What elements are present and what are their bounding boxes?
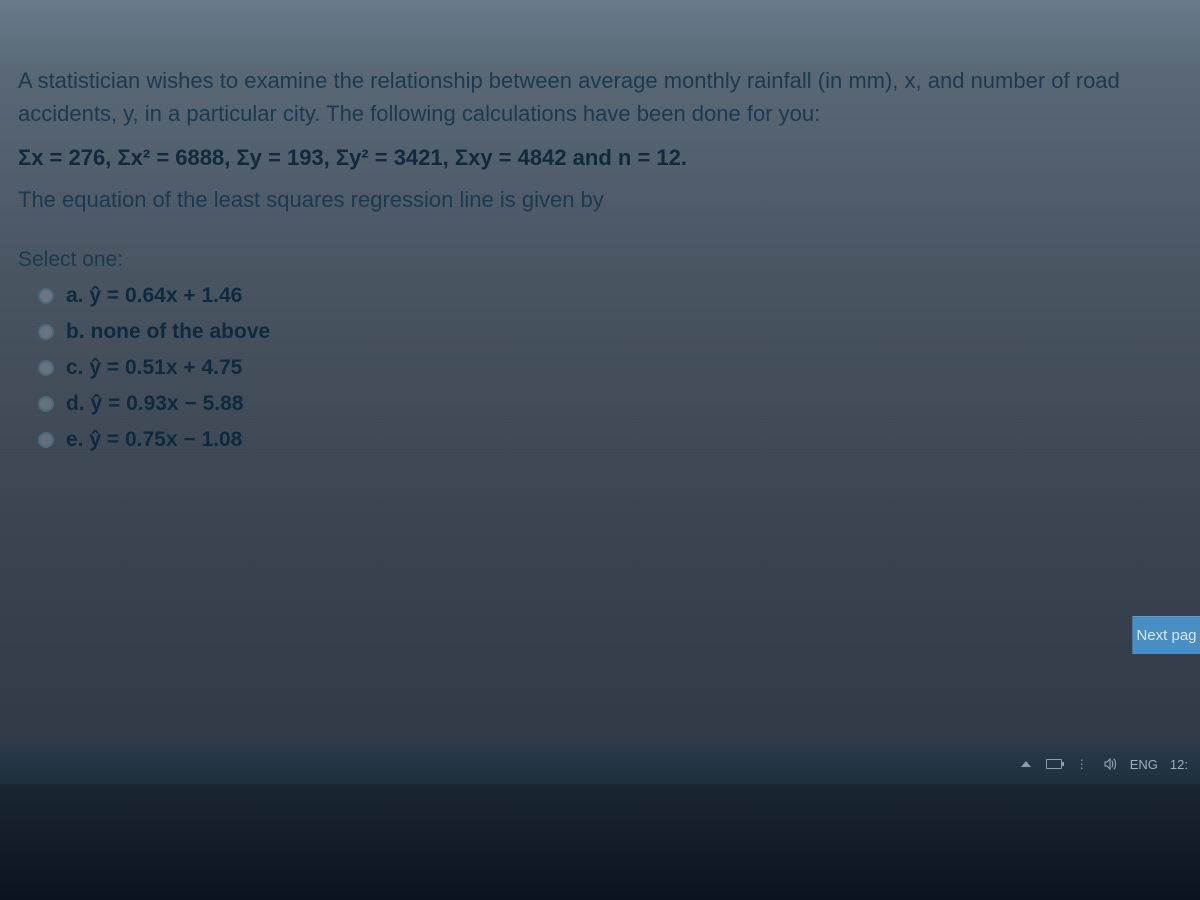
option-d-label: d. ŷ = 0.93x − 5.88: [66, 392, 243, 416]
question-panel: A statistician wishes to examine the rel…: [0, 48, 1200, 476]
taskbar: ⋮ ENG 12:: [0, 744, 1200, 784]
option-c-label: c. ŷ = 0.51x + 4.75: [66, 356, 242, 380]
radio-e[interactable]: [38, 432, 54, 448]
radio-d[interactable]: [38, 396, 54, 412]
battery-icon[interactable]: [1046, 756, 1062, 772]
select-one-label: Select one:: [18, 248, 1182, 272]
option-b-label: b. none of the above: [66, 320, 270, 344]
option-e-label: e. ŷ = 0.75x − 1.08: [66, 428, 242, 452]
question-text-1: A statistician wishes to examine the rel…: [18, 64, 1182, 130]
wifi-icon[interactable]: ⋮: [1074, 756, 1090, 772]
option-a-label: a. ŷ = 0.64x + 1.46: [66, 284, 242, 308]
option-c[interactable]: c. ŷ = 0.51x + 4.75: [18, 356, 1182, 380]
tray-chevron-icon[interactable]: [1018, 756, 1034, 772]
next-page-label: Next pag: [1136, 627, 1196, 644]
speaker-icon[interactable]: [1102, 756, 1118, 772]
taskbar-lang[interactable]: ENG: [1130, 757, 1158, 772]
radio-a[interactable]: [38, 288, 54, 304]
formula-line: Σx = 276, Σx² = 6888, Σy = 193, Σy² = 34…: [18, 140, 1182, 175]
next-page-button[interactable]: Next pag: [1132, 616, 1200, 654]
question-text-2: The equation of the least squares regres…: [18, 183, 1182, 216]
bottom-fade: [0, 784, 1200, 900]
option-d[interactable]: d. ŷ = 0.93x − 5.88: [18, 392, 1182, 416]
radio-c[interactable]: [38, 360, 54, 376]
radio-b[interactable]: [38, 324, 54, 340]
option-b[interactable]: b. none of the above: [18, 320, 1182, 344]
taskbar-time[interactable]: 12:: [1170, 757, 1188, 772]
option-e[interactable]: e. ŷ = 0.75x − 1.08: [18, 428, 1182, 452]
option-a[interactable]: a. ŷ = 0.64x + 1.46: [18, 284, 1182, 308]
